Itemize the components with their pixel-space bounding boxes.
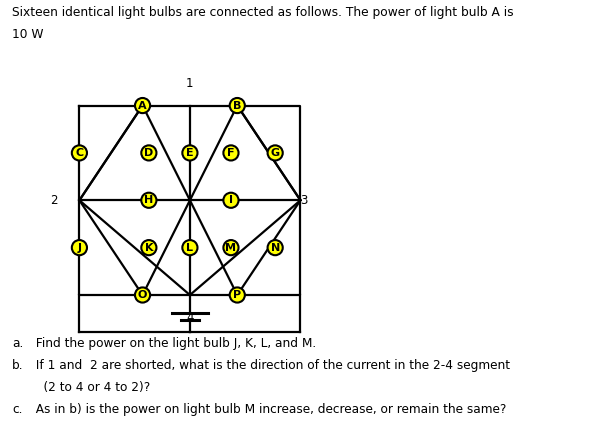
Text: 10 W: 10 W <box>12 28 43 41</box>
Text: N: N <box>271 243 280 253</box>
Text: 4: 4 <box>186 311 193 324</box>
Text: (2 to 4 or 4 to 2)?: (2 to 4 or 4 to 2)? <box>28 381 150 394</box>
Circle shape <box>267 145 283 161</box>
Text: P: P <box>233 290 241 300</box>
Text: c.: c. <box>12 403 23 416</box>
Circle shape <box>182 240 198 255</box>
Text: 2: 2 <box>50 194 58 207</box>
Circle shape <box>141 192 157 208</box>
Text: L: L <box>187 243 193 253</box>
Text: Find the power on the light bulb J, K, L, and M.: Find the power on the light bulb J, K, L… <box>28 337 316 350</box>
Circle shape <box>223 192 239 208</box>
Circle shape <box>141 145 157 161</box>
Circle shape <box>72 240 87 255</box>
Circle shape <box>223 240 239 255</box>
Text: A: A <box>138 100 147 111</box>
Circle shape <box>223 145 239 161</box>
Text: M: M <box>225 243 236 253</box>
Text: H: H <box>144 195 154 205</box>
Text: F: F <box>227 148 235 158</box>
Text: G: G <box>271 148 280 158</box>
Circle shape <box>267 240 283 255</box>
Text: I: I <box>229 195 233 205</box>
Circle shape <box>182 145 198 161</box>
Text: 1: 1 <box>186 77 193 90</box>
Text: 3: 3 <box>300 194 307 207</box>
Text: J: J <box>77 243 81 253</box>
Text: b.: b. <box>12 359 24 372</box>
Text: C: C <box>75 148 83 158</box>
Text: B: B <box>233 100 242 111</box>
Text: D: D <box>144 148 154 158</box>
Circle shape <box>135 98 150 113</box>
Circle shape <box>72 145 87 161</box>
Text: E: E <box>186 148 194 158</box>
Text: If 1 and  2 are shorted, what is the direction of the current in the 2-4 segment: If 1 and 2 are shorted, what is the dire… <box>28 359 510 372</box>
Circle shape <box>230 98 245 113</box>
Circle shape <box>141 240 157 255</box>
Text: As in b) is the power on light bulb M increase, decrease, or remain the same?: As in b) is the power on light bulb M in… <box>28 403 506 416</box>
Text: K: K <box>144 243 153 253</box>
Text: a.: a. <box>12 337 23 350</box>
Text: O: O <box>138 290 147 300</box>
Text: Sixteen identical light bulbs are connected as follows. The power of light bulb : Sixteen identical light bulbs are connec… <box>12 6 514 20</box>
Circle shape <box>230 287 245 303</box>
Circle shape <box>135 287 150 303</box>
